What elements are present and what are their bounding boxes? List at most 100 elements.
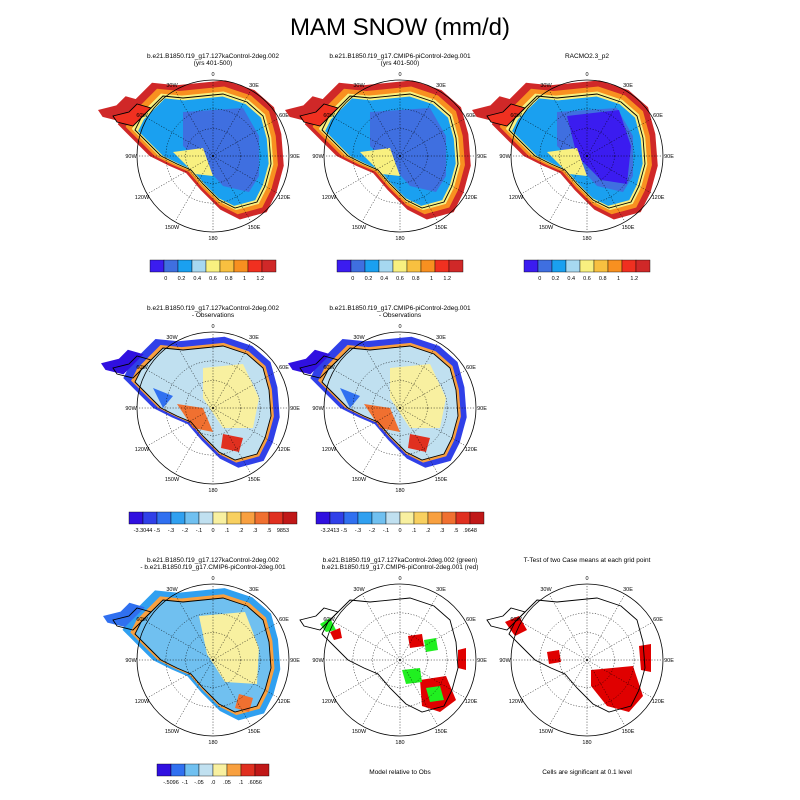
lon-label: 30E xyxy=(623,587,633,593)
panel-p31: b.e21.B1850.f19_g17.127kaControl-2deg.00… xyxy=(103,557,300,786)
panel-title: b.e21.B1850.f19_g17.127kaControl-2deg.00… xyxy=(147,557,279,564)
colorbar-tick: -.5 xyxy=(154,528,160,534)
colorbar: 0 0.2 0.4 0.6 0.8 1 1.2 xyxy=(336,259,464,282)
colorbar-swatch xyxy=(219,259,235,273)
lon-label: 150W xyxy=(352,729,367,735)
colorbar-swatch xyxy=(170,511,186,525)
colorbar-swatch xyxy=(593,259,609,273)
lon-label: 180 xyxy=(395,488,404,494)
colorbar-tick: 0.6 xyxy=(209,276,217,282)
colorbar: 0 0.2 0.4 0.6 0.8 1 1.2 xyxy=(523,259,651,282)
colorbar-tick: -.1 xyxy=(182,780,188,786)
colorbar: 0 0.2 0.4 0.6 0.8 1 1.2 xyxy=(149,259,277,282)
lon-label: 90W xyxy=(499,658,511,664)
panel-footer: Model relative to Obs xyxy=(369,769,431,776)
lon-label: 150W xyxy=(539,729,554,735)
colorbar-swatch xyxy=(149,259,165,273)
colorbar-swatch xyxy=(350,259,366,273)
colorbar-swatch xyxy=(205,259,221,273)
colorbar-swatch xyxy=(226,511,242,525)
colorbar-tick: 0.4 xyxy=(567,276,575,282)
colorbar-swatch xyxy=(385,511,401,525)
lon-label: 0 xyxy=(398,576,401,582)
lon-label: 60E xyxy=(466,365,476,371)
lon-label: 180 xyxy=(582,236,591,242)
lon-label: 120E xyxy=(278,699,291,705)
colorbar-tick: 0.2 xyxy=(552,276,560,282)
lon-label: 150W xyxy=(352,477,367,483)
colorbar: -.5096 -.1 -.05 .0 .05 .1 .6056 xyxy=(156,763,270,786)
colorbar-tick: .6056 xyxy=(248,780,262,786)
colorbar-swatch xyxy=(247,259,263,273)
panel-p22: b.e21.B1850.f19_g17.CMIP6-piControl-2deg… xyxy=(288,305,487,534)
lon-label: 0 xyxy=(585,576,588,582)
lon-label: 120W xyxy=(322,195,337,201)
lon-label: 30W xyxy=(166,335,178,341)
colorbar-swatch xyxy=(191,259,207,273)
lon-label: 120E xyxy=(465,447,478,453)
lon-label: 30W xyxy=(540,587,552,593)
colorbar-tick: .5 xyxy=(454,528,459,534)
colorbar-tick: 1 xyxy=(617,276,620,282)
colorbar-swatch xyxy=(420,259,436,273)
colorbar-swatch xyxy=(413,511,429,525)
colorbar-swatch xyxy=(537,259,553,273)
lon-label: 150E xyxy=(435,729,448,735)
lon-label: 60E xyxy=(653,113,663,119)
lon-label: 150E xyxy=(248,477,261,483)
lon-label: 150W xyxy=(165,729,180,735)
lon-label: 120W xyxy=(135,699,150,705)
panel-footer: Cells are significant at 0.1 level xyxy=(542,769,632,776)
colorbar-tick: 0.2 xyxy=(178,276,186,282)
lon-label: 120E xyxy=(652,195,665,201)
lon-label: 90W xyxy=(125,406,137,412)
colorbar-swatch xyxy=(156,511,172,525)
colorbar-swatch xyxy=(357,511,373,525)
lon-label: 30W xyxy=(166,587,178,593)
colorbar-swatch xyxy=(170,763,186,777)
colorbar-swatch xyxy=(184,511,200,525)
lon-label: 150W xyxy=(352,225,367,231)
colorbar-swatch xyxy=(142,511,158,525)
lon-label: 0 xyxy=(211,576,214,582)
panel-p11: b.e21.B1850.f19_g17.127kaControl-2deg.00… xyxy=(98,53,300,282)
colorbar-swatch xyxy=(406,259,422,273)
lon-label: 30E xyxy=(249,83,259,89)
colorbar-tick: -.5096 xyxy=(163,780,179,786)
lon-label: 180 xyxy=(582,740,591,746)
lon-label: 30W xyxy=(166,83,178,89)
panel-subtitle: - b.e21.B1850.f19_g17.CMIP6-piControl-2d… xyxy=(140,564,286,571)
lon-label: 150E xyxy=(248,225,261,231)
colorbar-tick: .2 xyxy=(426,528,431,534)
colorbar-tick: .1 xyxy=(225,528,230,534)
colorbar-swatch xyxy=(329,511,345,525)
colorbar-swatch xyxy=(364,259,380,273)
colorbar-tick: -.2 xyxy=(369,528,375,534)
colorbar-tick: 9853 xyxy=(277,528,289,534)
colorbar-swatch xyxy=(163,259,179,273)
colorbar-tick: -.2 xyxy=(182,528,188,534)
panel-title: RACMO2.3_p2 xyxy=(565,53,609,60)
lon-label: 120E xyxy=(465,195,478,201)
panel-p33: T-Test of two Case means at each grid po… xyxy=(486,557,674,776)
lon-label: 90E xyxy=(290,406,300,412)
panel-p12: b.e21.B1850.f19_g17.CMIP6-piControl-2deg… xyxy=(285,53,487,282)
lon-label: 150E xyxy=(622,225,635,231)
lon-label: 0 xyxy=(211,324,214,330)
colorbar-swatch xyxy=(268,511,284,525)
colorbar-tick: .3 xyxy=(440,528,445,534)
colorbar-swatch xyxy=(523,259,539,273)
colorbar-swatch xyxy=(198,763,214,777)
lon-label: 90E xyxy=(477,658,487,664)
panel-title: b.e21.B1850.f19_g17.CMIP6-piControl-2deg… xyxy=(329,53,471,60)
colorbar-swatch xyxy=(226,763,242,777)
lon-label: 90W xyxy=(312,154,324,160)
lon-label: 150E xyxy=(435,477,448,483)
panel-subtitle: b.e21.B1850.f19_g17.CMIP6-piControl-2deg… xyxy=(322,564,479,571)
colorbar-tick: 0.4 xyxy=(380,276,388,282)
lon-label: 120W xyxy=(509,195,524,201)
panel-title: T-Test of two Case means at each grid po… xyxy=(524,557,651,564)
lon-label: 150W xyxy=(539,225,554,231)
colorbar: -3.2413 -.5 -.3 -.2 -.1 0 .1 .2 .3 .5 .9648 xyxy=(315,511,485,534)
